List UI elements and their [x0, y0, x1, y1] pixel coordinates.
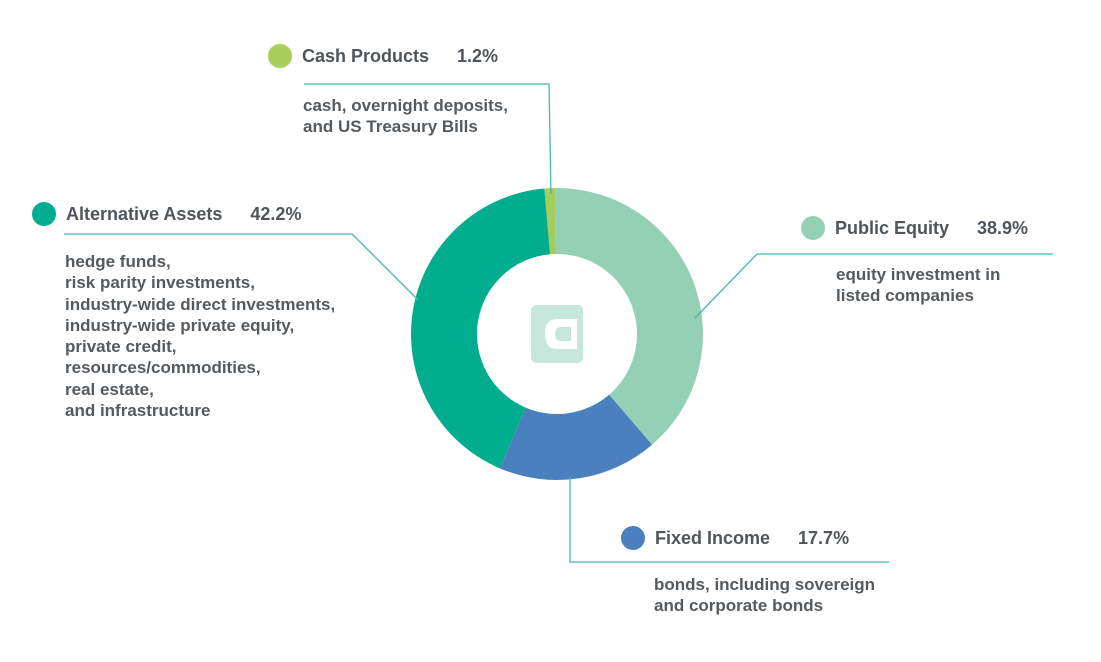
description-line: industry-wide private equity,	[65, 315, 295, 335]
alternative-assets-value: 42.2%	[250, 203, 302, 224]
description-line: and corporate bonds	[654, 596, 824, 616]
donut-slice-public-equity	[555, 188, 703, 445]
legend-public-equity: Public Equity 38.9%	[801, 216, 1028, 240]
cash-products-description: cash, overnight deposits, and US Treasur…	[303, 95, 508, 138]
description-line: risk parity investments,	[65, 273, 255, 293]
public-equity-label: Public Equity	[835, 217, 950, 238]
description-line: industry-wide direct investments,	[65, 294, 336, 314]
leader-line-cash-products	[304, 83, 552, 195]
public-equity-description: equity investment in listed companies	[836, 264, 1000, 307]
description-line: equity investment in	[836, 265, 1001, 284]
description-line: listed companies	[836, 286, 974, 306]
legend-cash-products: Cash Products 1.2%	[268, 44, 498, 68]
description-line: bonds, including sovereign	[654, 575, 876, 594]
description-line: cash, overnight deposits,	[303, 96, 508, 115]
public-equity-value: 38.9%	[977, 217, 1029, 238]
donut-slice-cash-products	[544, 188, 557, 255]
fixed-income-value: 17.7%	[798, 527, 850, 548]
description-line: and infrastructure	[65, 401, 211, 421]
leader-lines	[64, 83, 1053, 563]
donut-slice-fixed-income	[499, 394, 653, 480]
slices	[410, 188, 703, 480]
description-line: private credit,	[65, 337, 177, 357]
fixed-income-description: bonds, including sovereign and corporate…	[654, 574, 875, 617]
leader-line-fixed-income	[569, 477, 889, 563]
public-equity-dot	[801, 216, 825, 240]
alternative-assets-label: Alternative Assets	[66, 203, 223, 224]
alternative-assets-dot	[32, 202, 56, 226]
description-line: hedge funds,	[65, 252, 171, 271]
fixed-income-dot	[621, 526, 645, 550]
legend-alternative-assets: Alternative Assets 42.2%	[32, 202, 301, 226]
description-line: real estate,	[65, 379, 154, 399]
donut-slice-alternative-assets	[410, 188, 551, 469]
cash-products-label: Cash Products	[302, 45, 430, 66]
fixed-income-label: Fixed Income	[655, 527, 771, 548]
legend-fixed-income: Fixed Income 17.7%	[621, 526, 849, 550]
cash-products-value: 1.2%	[457, 45, 499, 66]
alternative-assets-description: hedge funds, risk parity investments, in…	[65, 251, 335, 421]
leader-line-alternative-assets	[64, 233, 419, 301]
description-line: resources/commodities,	[65, 358, 261, 378]
brand-logo-icon	[531, 305, 583, 363]
cash-products-dot	[268, 44, 292, 68]
description-line: and US Treasury Bills	[303, 117, 478, 137]
leader-line-public-equity	[694, 253, 1053, 319]
